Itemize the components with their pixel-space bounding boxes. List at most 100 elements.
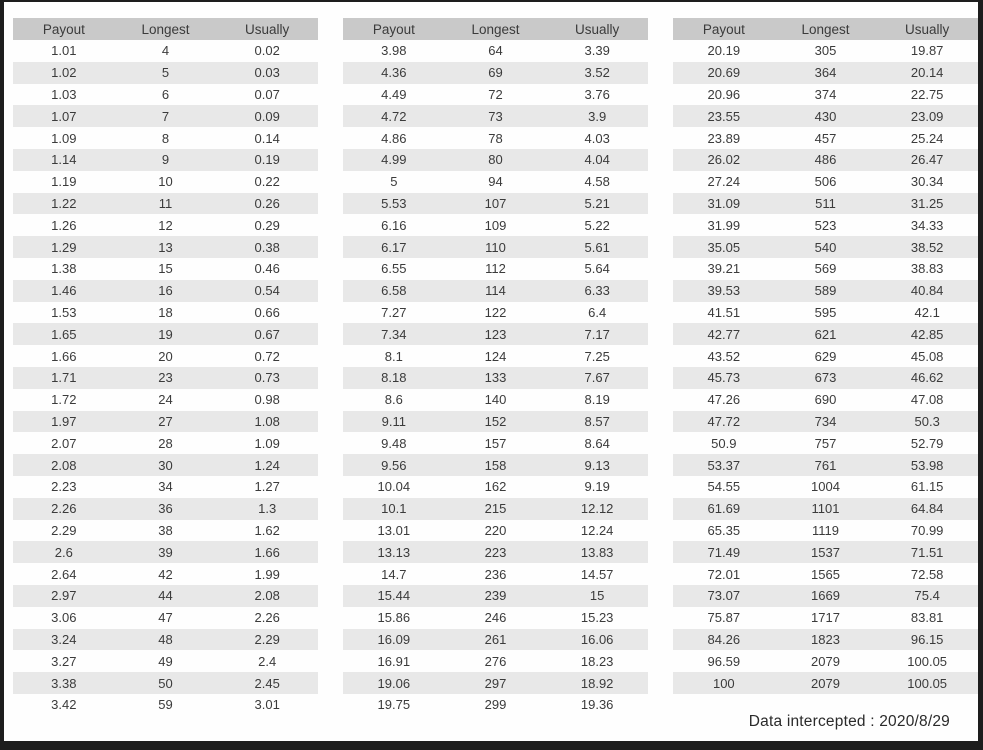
table-cell: 1.99 — [254, 566, 280, 582]
table-cell: 1.46 — [51, 283, 77, 299]
table-cell: 595 — [814, 304, 837, 320]
table-cell: 47.72 — [707, 413, 741, 429]
table-cell: 15.44 — [377, 588, 411, 604]
table-row: 1.53 18 0.66 — [13, 302, 318, 324]
table-cell: 27.24 — [707, 174, 741, 190]
table-row: 35.05 540 38.52 — [673, 236, 978, 258]
table-cell: 12 — [158, 217, 173, 233]
table-cell: 0.73 — [254, 370, 280, 386]
table-cell: 6 — [161, 86, 170, 102]
table-cell: 30 — [158, 457, 173, 473]
table-row: 54.55 1004 61.15 — [673, 476, 978, 498]
table-cell: 20.96 — [707, 86, 741, 102]
table-cell: 18 — [158, 304, 173, 320]
table-row: 15.86 246 15.23 — [343, 607, 648, 629]
table-cell: 506 — [814, 174, 837, 190]
table-cell: 10.1 — [381, 501, 407, 517]
table-cell: 48 — [158, 631, 173, 647]
table-row: 13.01 220 12.24 — [343, 520, 648, 542]
column-header-usually: Usually — [546, 18, 648, 40]
table-cell: 71.49 — [707, 544, 741, 560]
table-cell: 0.38 — [254, 239, 280, 255]
table-cell: 38 — [158, 522, 173, 538]
table-row: 31.99 523 34.33 — [673, 214, 978, 236]
table-cell: 3.38 — [51, 675, 77, 691]
table-row: 2.08 30 1.24 — [13, 454, 318, 476]
table-cell: 1.02 — [51, 65, 77, 81]
table-cell: 53.98 — [910, 457, 944, 473]
table-cell: 9.13 — [584, 457, 610, 473]
table-cell: 1.72 — [51, 392, 77, 408]
table-cell: 0.22 — [254, 174, 280, 190]
table-cell: 2.26 — [51, 501, 77, 517]
table-cell: 1717 — [811, 610, 840, 626]
table-row: 65.35 1119 70.99 — [673, 520, 978, 542]
table-cell: 23 — [158, 370, 173, 386]
table-cell: 122 — [484, 304, 507, 320]
table-row: 1.07 7 0.09 — [13, 105, 318, 128]
table-row: 1.09 8 0.14 — [13, 127, 318, 149]
table-cell: 3.27 — [51, 653, 77, 669]
table-row: 3.24 48 2.29 — [13, 628, 318, 651]
table-cell: 2.07 — [51, 435, 77, 451]
table-cell: 3.52 — [584, 65, 610, 81]
table-cell: 12.12 — [580, 501, 614, 517]
table-cell: 457 — [814, 130, 837, 146]
payout-table-3: Payout Longest Usually 20.19 305 19.87 20.69 3… — [673, 18, 978, 694]
table-cell: 9.48 — [381, 435, 407, 451]
table-cell: 511 — [815, 195, 836, 211]
table-cell: 5.53 — [381, 195, 407, 211]
column-header-payout: Payout — [673, 18, 775, 40]
table-cell: 39.53 — [707, 283, 741, 299]
table-cell: 36 — [158, 501, 173, 517]
table-row: 45.73 673 46.62 — [673, 366, 978, 389]
table-cell: 0.98 — [254, 392, 280, 408]
table-cell: 430 — [814, 108, 837, 124]
table-cell: 31.99 — [707, 217, 741, 233]
table-row: 20.96 374 22.75 — [673, 84, 978, 106]
table-cell: 1.07 — [51, 108, 77, 124]
table-cell: 0.02 — [254, 43, 280, 59]
table-row: 42.77 621 42.85 — [673, 323, 978, 346]
table-cell: 123 — [484, 326, 507, 342]
table-cell: 8.19 — [584, 392, 610, 408]
table-cell: 299 — [484, 697, 507, 713]
table-cell: 50.3 — [914, 413, 940, 429]
table-cell: 39.21 — [707, 261, 741, 277]
table-cell: 30.34 — [910, 174, 944, 190]
table-row: 23.89 457 25.24 — [673, 127, 978, 149]
header-row: Payout Longest Usually — [673, 18, 978, 40]
table-cell: 109 — [484, 217, 507, 233]
table-row: 1.03 6 0.07 — [13, 84, 318, 106]
table-cell: 239 — [484, 588, 507, 604]
table-row: 84.26 1823 96.15 — [673, 628, 978, 651]
table-cell: 6.55 — [381, 261, 407, 277]
table-cell: 53.37 — [707, 457, 741, 473]
table-cell: 374 — [814, 86, 837, 102]
table-cell: 23.89 — [707, 130, 741, 146]
table-row: 1.19 10 0.22 — [13, 171, 318, 193]
table-cell: 45.08 — [910, 348, 944, 364]
table-cell: 364 — [814, 65, 837, 81]
table-cell: 1.66 — [254, 544, 280, 560]
table-cell: 4.36 — [381, 65, 407, 81]
table-cell: 6.16 — [381, 217, 407, 233]
table-cell: 38.83 — [910, 261, 944, 277]
column-header-longest: Longest — [444, 18, 547, 40]
table-cell: 4.49 — [381, 86, 407, 102]
table-cell: 0.29 — [254, 217, 280, 233]
table-cell: 16.09 — [377, 631, 411, 647]
table-cell: 2.4 — [258, 653, 277, 669]
table-cell: 152 — [484, 413, 507, 429]
table-cell: 3.24 — [51, 631, 77, 647]
table-cell: 24 — [158, 392, 173, 408]
table-cell: 100.05 — [907, 653, 948, 669]
table-cell: 23.09 — [910, 108, 944, 124]
table-cell: 22.75 — [910, 86, 944, 102]
table-row: 3.06 47 2.26 — [13, 607, 318, 629]
table-cell: 14.57 — [580, 566, 614, 582]
table-row: 20.69 364 20.14 — [673, 61, 978, 84]
table-row: 73.07 1669 75.4 — [673, 584, 978, 607]
table-row: 5.53 107 5.21 — [343, 192, 648, 215]
